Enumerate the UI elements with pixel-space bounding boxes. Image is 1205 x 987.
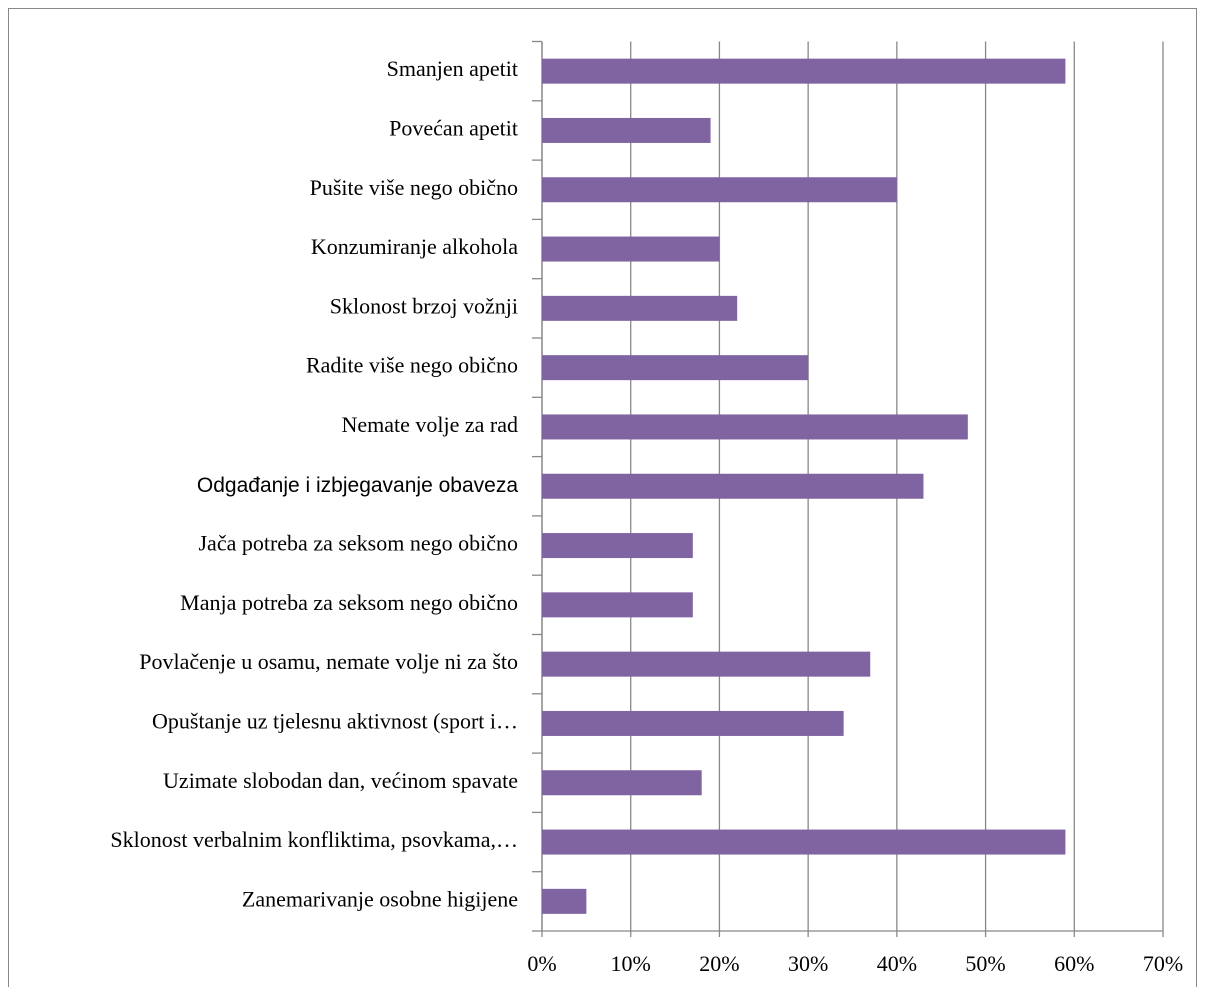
- y-tick-label: Odgađanje i izbjegavanje obaveza: [197, 474, 518, 497]
- x-tick-label: 20%: [699, 951, 739, 976]
- bar: [542, 888, 587, 914]
- x-tick-label: 40%: [877, 951, 917, 976]
- chart-frame: [8, 8, 1197, 987]
- y-tick-label: Pušite više nego obično: [310, 175, 518, 200]
- y-tick-label: Uzimate slobodan dan, većinom spavate: [163, 768, 518, 793]
- bar: [542, 770, 702, 796]
- bar: [542, 592, 693, 618]
- bar: [542, 117, 711, 143]
- y-tick-label: Povećan apetit: [389, 115, 518, 140]
- y-tick-label: Radite više nego obično: [306, 353, 518, 378]
- bar: [542, 473, 924, 499]
- x-tick-label: 60%: [1054, 951, 1094, 976]
- y-tick-label: Jača potreba za seksom nego obično: [199, 531, 519, 556]
- x-tick-label: 50%: [965, 951, 1005, 976]
- y-tick-label: Nemate volje za rad: [341, 412, 518, 437]
- bar: [542, 58, 1066, 84]
- bar: [542, 829, 1066, 855]
- bar: [542, 355, 809, 381]
- x-tick-label: 10%: [611, 951, 651, 976]
- y-tick-label: Smanjen apetit: [387, 56, 518, 81]
- y-tick-label: Manja potreba za seksom nego obično: [180, 590, 518, 615]
- bar: [542, 651, 871, 677]
- x-tick-label: 70%: [1143, 951, 1183, 976]
- y-tick-label: Zanemarivanje osobne higijene: [242, 886, 518, 911]
- y-tick-label: Povlačenje u osamu, nemate volje ni za š…: [139, 649, 518, 674]
- y-tick-label: Sklonost verbalnim konfliktima, psovkama…: [110, 827, 518, 852]
- bar: [542, 710, 844, 736]
- x-tick-label: 30%: [788, 951, 828, 976]
- y-tick-label: Konzumiranje alkohola: [311, 234, 518, 259]
- bar: [542, 236, 720, 262]
- y-tick-label: Sklonost brzoj vožnji: [330, 293, 518, 318]
- bar: [542, 533, 693, 559]
- bar: [542, 177, 897, 203]
- bar: [542, 295, 738, 321]
- x-tick-label: 0%: [527, 951, 556, 976]
- bar: [542, 414, 968, 440]
- y-tick-label: Opuštanje uz tjelesnu aktivnost (sport i…: [152, 708, 518, 733]
